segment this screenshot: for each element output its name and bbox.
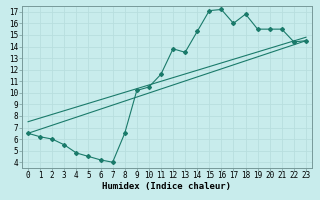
- X-axis label: Humidex (Indice chaleur): Humidex (Indice chaleur): [102, 182, 231, 191]
